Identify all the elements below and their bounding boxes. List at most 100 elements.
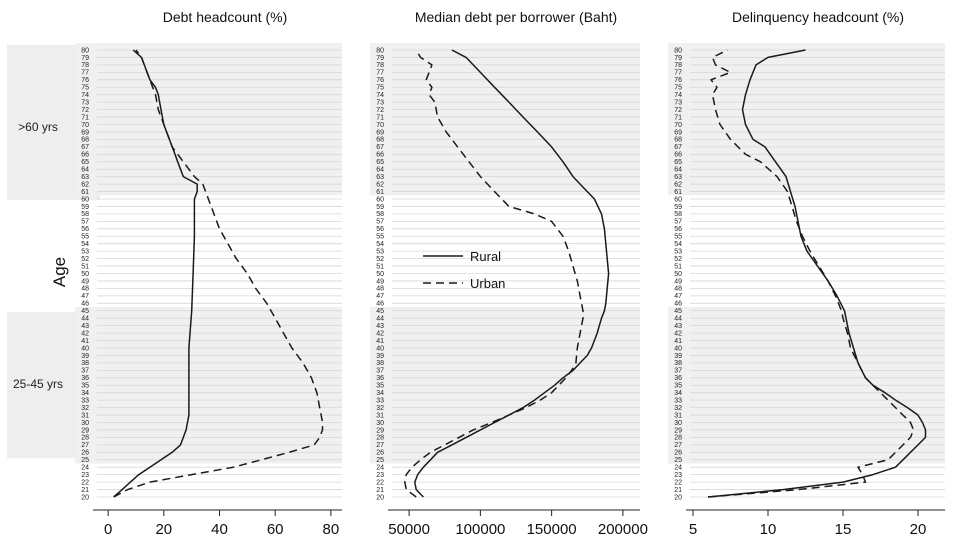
y-tick-label: 60 bbox=[674, 196, 682, 203]
y-tick-label: 54 bbox=[674, 241, 682, 248]
y-tick-label: 37 bbox=[674, 368, 682, 375]
y-tick-label: 35 bbox=[674, 383, 682, 390]
y-tick-label: 36 bbox=[376, 375, 384, 382]
y-tick-label: 30 bbox=[81, 420, 89, 427]
y-tick-label: 36 bbox=[81, 375, 89, 382]
y-tick-label: 78 bbox=[674, 62, 682, 69]
y-tick-label: 33 bbox=[674, 397, 682, 404]
y-tick-label: 66 bbox=[376, 152, 384, 159]
y-tick-label: 70 bbox=[81, 122, 89, 129]
y-tick-label: 66 bbox=[674, 152, 682, 159]
y-tick-label: 21 bbox=[674, 487, 682, 494]
y-tick-label: 25 bbox=[674, 457, 682, 464]
y-tick-label: 27 bbox=[81, 442, 89, 449]
y-tick-label: 22 bbox=[376, 479, 384, 486]
y-tick-label: 66 bbox=[81, 152, 89, 159]
y-tick-label: 41 bbox=[376, 338, 384, 345]
y-tick-label: 29 bbox=[81, 427, 89, 434]
y-tick-label: 24 bbox=[81, 465, 89, 472]
y-tick-label: 76 bbox=[376, 77, 384, 84]
y-tick-label: 58 bbox=[376, 211, 384, 218]
y-tick-label: 40 bbox=[81, 345, 89, 352]
x-tick-label: 60 bbox=[267, 521, 284, 538]
y-tick-label: 79 bbox=[376, 55, 384, 62]
y-tick-label: 59 bbox=[376, 204, 384, 211]
x-tick-label: 40 bbox=[211, 521, 228, 538]
y-tick-label: 69 bbox=[674, 129, 682, 136]
y-tick-label: 72 bbox=[674, 107, 682, 114]
y-tick-label: 28 bbox=[376, 435, 384, 442]
y-tick-label: 35 bbox=[81, 383, 89, 390]
y-tick-label: 21 bbox=[376, 487, 384, 494]
y-tick-label: 65 bbox=[376, 159, 384, 166]
y-tick-label: 62 bbox=[81, 181, 89, 188]
y-tick-label: 48 bbox=[81, 286, 89, 293]
y-tick-label: 32 bbox=[81, 405, 89, 412]
y-tick-label: 73 bbox=[81, 99, 89, 106]
y-tick-label: 34 bbox=[376, 390, 384, 397]
x-tick-label: 20 bbox=[910, 521, 927, 538]
band-label-upper: >60 yrs bbox=[18, 120, 58, 134]
y-tick-label: 27 bbox=[674, 442, 682, 449]
y-tick-label: 80 bbox=[81, 47, 89, 54]
y-tick-label: 56 bbox=[81, 226, 89, 233]
y-tick-label: 59 bbox=[81, 204, 89, 211]
y-tick-label: 29 bbox=[376, 427, 384, 434]
y-tick-label: 51 bbox=[376, 263, 384, 270]
y-tick-label: 37 bbox=[81, 368, 89, 375]
y-tick-label: 49 bbox=[674, 278, 682, 285]
age-band-upper bbox=[75, 43, 342, 196]
y-tick-label: 33 bbox=[81, 397, 89, 404]
y-tick-label: 70 bbox=[376, 122, 384, 129]
x-tick-label: 50000 bbox=[388, 521, 430, 538]
y-tick-label: 24 bbox=[376, 465, 384, 472]
y-tick-label: 78 bbox=[81, 62, 89, 69]
y-tick-label: 61 bbox=[81, 189, 89, 196]
y-tick-label: 20 bbox=[376, 494, 384, 501]
y-tick-label: 61 bbox=[674, 189, 682, 196]
y-tick-label: 48 bbox=[674, 286, 682, 293]
y-tick-label: 55 bbox=[674, 234, 682, 241]
y-tick-label: 75 bbox=[376, 85, 384, 92]
y-tick-label: 69 bbox=[81, 129, 89, 136]
y-tick-label: 78 bbox=[376, 62, 384, 69]
y-tick-label: 44 bbox=[674, 316, 682, 323]
panel-title: Median debt per borrower (Baht) bbox=[415, 9, 617, 25]
y-tick-label: 62 bbox=[674, 181, 682, 188]
y-tick-label: 54 bbox=[376, 241, 384, 248]
y-tick-label: 76 bbox=[674, 77, 682, 84]
y-tick-label: 50 bbox=[81, 271, 89, 278]
series-line-urban bbox=[404, 49, 584, 498]
y-tick-label: 74 bbox=[81, 92, 89, 99]
y-tick-label: 65 bbox=[81, 159, 89, 166]
y-tick-label: 77 bbox=[674, 70, 682, 77]
legend-urban-label: Urban bbox=[470, 276, 505, 291]
y-tick-label: 46 bbox=[674, 301, 682, 308]
y-tick-label: 63 bbox=[376, 174, 384, 181]
y-tick-label: 50 bbox=[376, 271, 384, 278]
y-tick-label: 68 bbox=[376, 137, 384, 144]
y-tick-label: 52 bbox=[674, 256, 682, 263]
x-tick-label: 0 bbox=[104, 521, 112, 538]
y-tick-label: 60 bbox=[376, 196, 384, 203]
y-tick-label: 60 bbox=[81, 196, 89, 203]
panel-title: Delinquency headcount (%) bbox=[732, 9, 904, 25]
y-tick-label: 59 bbox=[674, 204, 682, 211]
x-tick-label: 10 bbox=[760, 521, 777, 538]
y-tick-label: 22 bbox=[81, 479, 89, 486]
age-band-upper bbox=[668, 43, 945, 196]
y-tick-label: 39 bbox=[81, 353, 89, 360]
y-tick-label: 42 bbox=[81, 330, 89, 337]
y-tick-label: 79 bbox=[674, 55, 682, 62]
y-tick-label: 49 bbox=[376, 278, 384, 285]
y-tick-label: 43 bbox=[674, 323, 682, 330]
y-tick-label: 23 bbox=[81, 472, 89, 479]
y-tick-label: 53 bbox=[376, 248, 384, 255]
y-tick-label: 37 bbox=[376, 368, 384, 375]
y-tick-label: 72 bbox=[376, 107, 384, 114]
y-tick-label: 61 bbox=[376, 189, 384, 196]
y-tick-label: 47 bbox=[81, 293, 89, 300]
panel-delinquency: Delinquency headcount (%) 20212223242526… bbox=[668, 9, 945, 538]
y-tick-label: 30 bbox=[376, 420, 384, 427]
